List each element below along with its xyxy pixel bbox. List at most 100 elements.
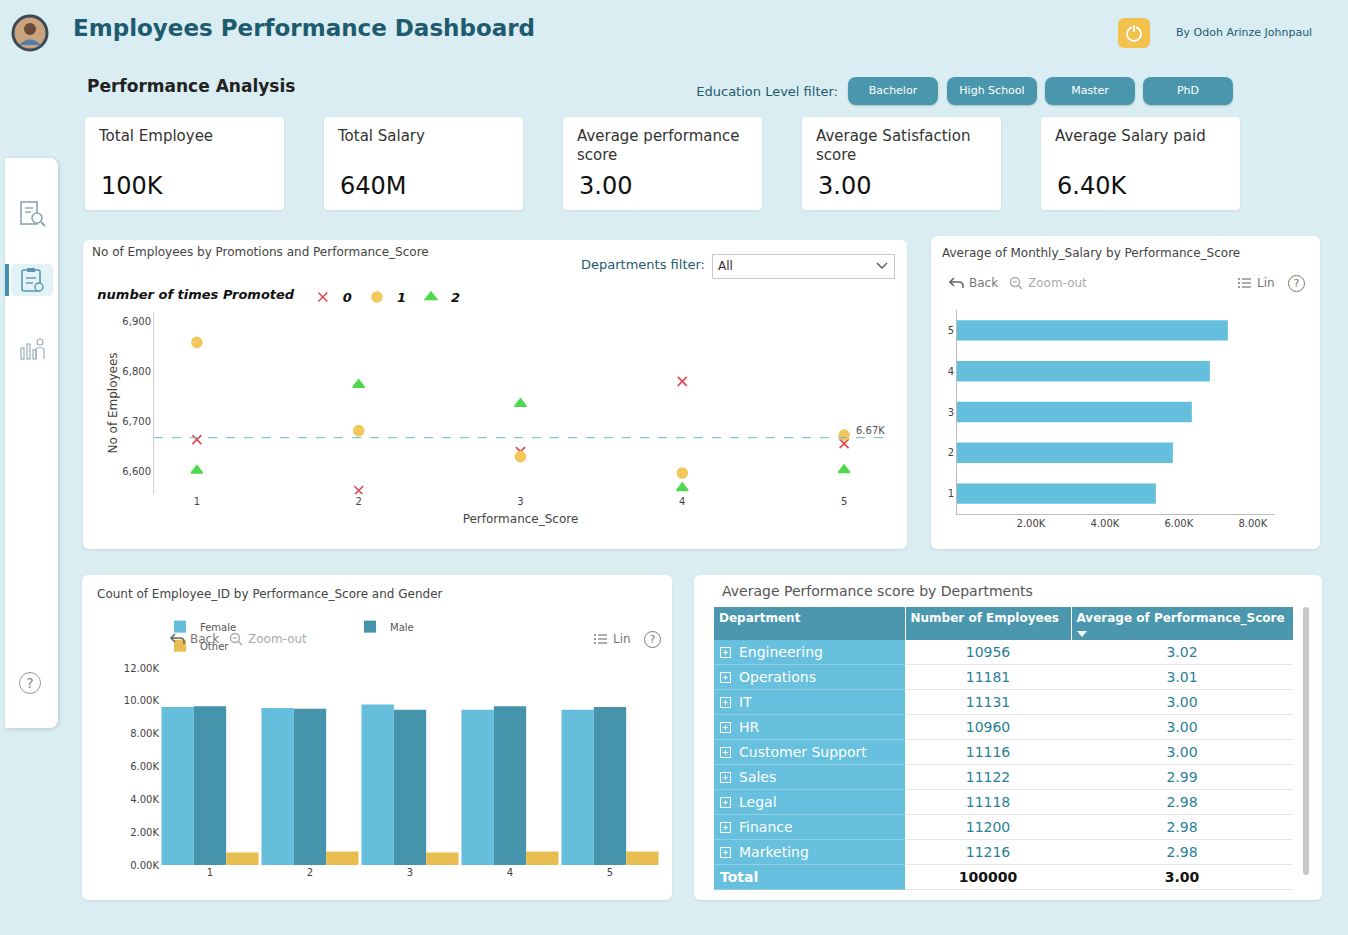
html-text:3.00: 3.00 <box>1166 719 1198 735</box>
html-text:Zoom-out: Zoom-out <box>248 632 307 646</box>
svg-text:4.00K: 4.00K <box>1090 518 1119 529</box>
svg-text:5: 5 <box>841 496 847 507</box>
html-text:Employees Performance Dashboar: Employees Performance Dashboard <box>73 15 535 41</box>
svg-text:6,900: 6,900 <box>122 316 151 327</box>
html-text:Finance: Finance <box>739 818 793 835</box>
html-text:Total: Total <box>720 869 759 885</box>
html-text:11216: 11216 <box>965 844 1011 860</box>
html-text:High School: High School <box>959 84 1025 97</box>
svg-text:number of times Promoted: number of times Promoted <box>97 287 295 302</box>
html-text:3.00: 3.00 <box>1166 744 1198 760</box>
html-text:11200: 11200 <box>965 819 1011 835</box>
svg-text:4: 4 <box>507 867 513 878</box>
svg-text:2.00K: 2.00K <box>130 827 159 838</box>
svg-text:No of Employees: No of Employees <box>106 352 120 453</box>
html-text:Departments filter:: Departments filter: <box>581 257 705 272</box>
svg-text:6.00K: 6.00K <box>130 761 159 772</box>
html-text:11131: 11131 <box>965 694 1011 710</box>
html-text:IT: IT <box>739 693 752 710</box>
html-text:3.00: 3.00 <box>1166 694 1198 710</box>
svg-text:0.00K: 0.00K <box>130 860 159 871</box>
html-text:11181: 11181 <box>965 669 1011 685</box>
svg-text:Female: Female <box>200 622 236 633</box>
html-text:Performance Analysis: Performance Analysis <box>87 76 296 96</box>
svg-text:Male: Male <box>390 622 414 633</box>
html-text:11118: 11118 <box>965 794 1011 810</box>
html-text:100000: 100000 <box>958 869 1018 885</box>
svg-text:6,700: 6,700 <box>122 416 151 427</box>
html-text:All: All <box>718 259 733 273</box>
html-text:Sales: Sales <box>739 768 777 785</box>
svg-text:1: 1 <box>948 488 954 499</box>
html-text:Average Satisfaction score: Average Satisfaction score <box>816 127 971 164</box>
svg-text:6,800: 6,800 <box>122 366 151 377</box>
svg-text:1: 1 <box>207 867 213 878</box>
svg-text:0: 0 <box>343 290 352 305</box>
html-text:Count of Employee_ID by Perfor: Count of Employee_ID by Performance_Scor… <box>97 587 443 601</box>
html-text:Operations: Operations <box>739 668 816 685</box>
svg-text:6.00K: 6.00K <box>1164 518 1193 529</box>
html-text:100K: 100K <box>101 172 163 200</box>
html-text:Lin: Lin <box>613 632 631 646</box>
html-text:Total Salary: Total Salary <box>338 127 425 145</box>
html-text:Total Employee: Total Employee <box>99 127 214 145</box>
html-text:3.00: 3.00 <box>818 172 872 200</box>
svg-text:4: 4 <box>679 496 685 507</box>
html-text:Legal: Legal <box>739 793 777 810</box>
html-text:HR: HR <box>739 718 760 735</box>
html-text:3.02: 3.02 <box>1166 644 1198 660</box>
html-text:640M: 640M <box>340 172 407 200</box>
html-text:Number of Employees: Number of Employees <box>910 611 1059 625</box>
html-text:Lin: Lin <box>1257 276 1275 290</box>
html-text:Average performance score: Average performance score <box>577 127 740 164</box>
html-text:Department: Department <box>719 611 801 625</box>
html-text:Average of Monthly_Salary by P: Average of Monthly_Salary by Performance… <box>942 246 1241 260</box>
svg-text:2: 2 <box>451 290 460 305</box>
html-text:Back: Back <box>969 276 999 290</box>
html-text:Customer Support: Customer Support <box>739 743 867 760</box>
svg-text:3: 3 <box>948 407 954 418</box>
html-text:Engineering: Engineering <box>739 643 823 660</box>
svg-text:2: 2 <box>948 447 954 458</box>
html-text:3.01: 3.01 <box>1166 669 1198 685</box>
svg-text:4: 4 <box>948 366 954 377</box>
svg-text:5: 5 <box>607 867 613 878</box>
svg-text:2.00K: 2.00K <box>1017 518 1046 529</box>
svg-text:8.00K: 8.00K <box>130 728 159 739</box>
html-text:2.98: 2.98 <box>1166 794 1198 810</box>
svg-text:6.67K: 6.67K <box>856 425 885 436</box>
html-text:3.00: 3.00 <box>579 172 633 200</box>
svg-text:12.00K: 12.00K <box>124 663 160 674</box>
html-text:11116: 11116 <box>965 744 1011 760</box>
html-text:Average Performance score by D: Average Performance score by Departments <box>722 583 1033 599</box>
html-text:11122: 11122 <box>965 769 1011 785</box>
svg-text:2: 2 <box>307 867 313 878</box>
svg-text:4.00K: 4.00K <box>130 794 159 805</box>
svg-text:3: 3 <box>407 867 413 878</box>
html-text:Zoom-out: Zoom-out <box>1028 276 1087 290</box>
html-text:10956: 10956 <box>965 644 1011 660</box>
svg-text:10.00K: 10.00K <box>124 695 160 706</box>
svg-text:1: 1 <box>397 290 406 305</box>
html-text:Marketing: Marketing <box>739 843 809 860</box>
html-text:2.98: 2.98 <box>1166 819 1198 835</box>
svg-text:2: 2 <box>356 496 362 507</box>
html-text:10960: 10960 <box>965 719 1011 735</box>
html-text:3.00: 3.00 <box>1164 869 1200 885</box>
html-text:By Odoh Arinze Johnpaul: By Odoh Arinze Johnpaul <box>1176 26 1313 39</box>
svg-text:5: 5 <box>948 325 954 336</box>
html-text:No of Employees by Promotions: No of Employees by Promotions and Perfor… <box>92 245 429 259</box>
svg-text:8.00K: 8.00K <box>1238 518 1267 529</box>
html-text:Bachelor: Bachelor <box>868 84 918 97</box>
svg-text:1: 1 <box>194 496 200 507</box>
svg-text:3: 3 <box>517 496 523 507</box>
svg-text:6,600: 6,600 <box>122 466 151 477</box>
svg-text:Performance_Score: Performance_Score <box>463 512 579 526</box>
html-text:Back: Back <box>190 632 220 646</box>
html-text:2.98: 2.98 <box>1166 844 1198 860</box>
html-text:2.99: 2.99 <box>1166 769 1198 785</box>
html-text:6.40K: 6.40K <box>1057 172 1127 200</box>
html-text:Average Salary paid: Average Salary paid <box>1055 127 1206 145</box>
html-text:Average of Performance_Score: Average of Performance_Score <box>1076 611 1285 625</box>
html-text:Education Level filter:: Education Level filter: <box>696 84 838 99</box>
